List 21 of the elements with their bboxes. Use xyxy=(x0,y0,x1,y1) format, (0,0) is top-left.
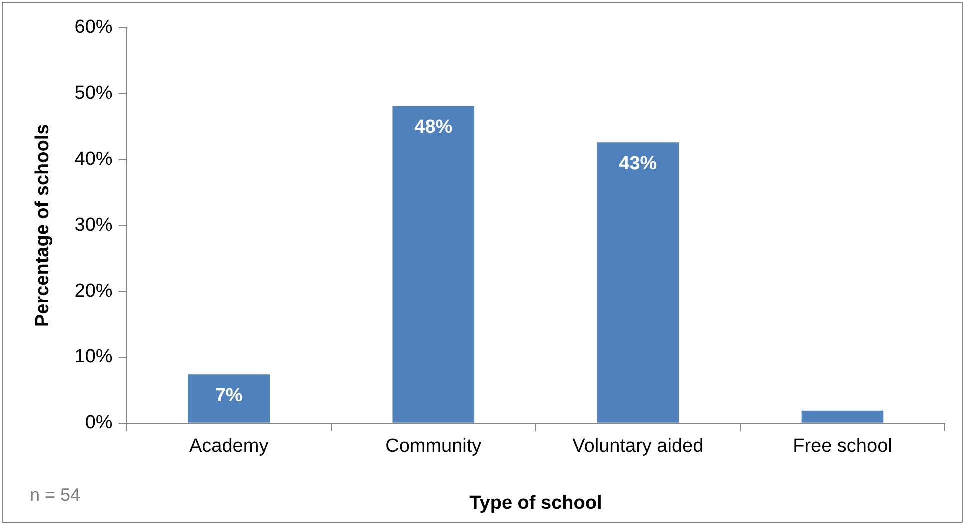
y-tick-label: 20% xyxy=(74,280,113,302)
data-label: 48% xyxy=(414,117,453,138)
data-label: 43% xyxy=(619,153,658,174)
bar xyxy=(597,142,680,423)
x-tick-label: Free school xyxy=(793,436,892,458)
x-axis-title: Type of school xyxy=(470,492,602,514)
data-label: 7% xyxy=(215,385,243,406)
bar xyxy=(188,374,270,423)
y-tick-label: 10% xyxy=(74,346,113,368)
y-tick-label: 40% xyxy=(74,149,113,170)
x-tick-label: Community xyxy=(386,436,482,458)
bar xyxy=(392,106,475,423)
y-axis-title: Percentage of schools xyxy=(32,124,54,328)
y-tick-label: 30% xyxy=(74,214,113,236)
y-tick-label: 60% xyxy=(74,17,113,38)
x-tick-label: Academy xyxy=(190,436,270,458)
x-tick-label: Voluntary aided xyxy=(572,436,704,458)
text: n = 54 xyxy=(30,484,81,505)
bar xyxy=(802,410,884,423)
y-tick-label: 0% xyxy=(85,412,113,434)
y-tick-label: 50% xyxy=(74,83,113,104)
